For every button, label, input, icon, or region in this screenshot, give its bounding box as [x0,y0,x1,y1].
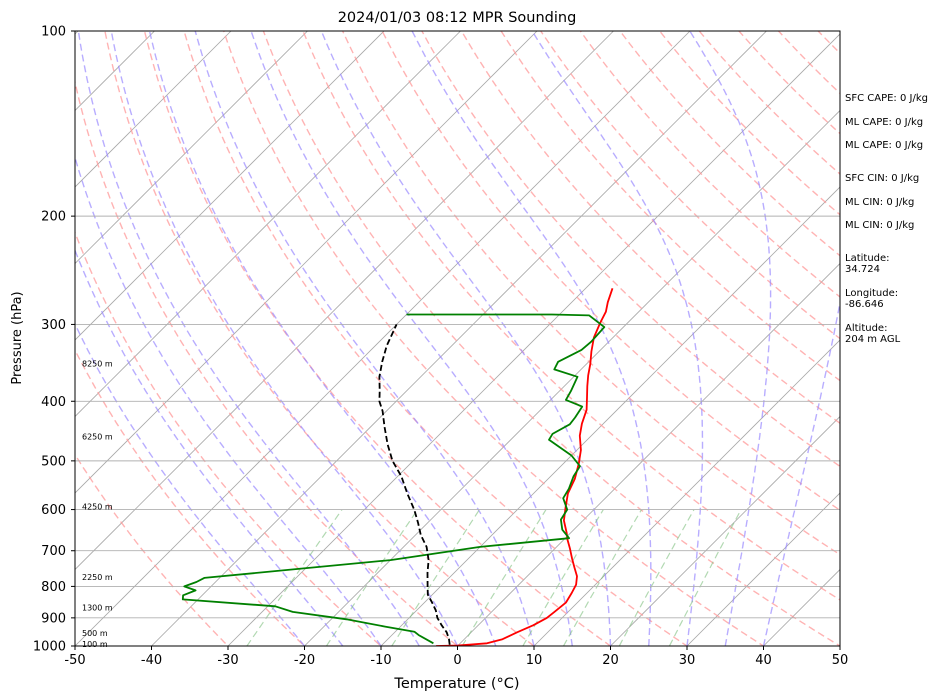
x-tick-label: 30 [679,653,696,668]
moist-adiabat-line [689,31,772,646]
x-tick-label: 50 [832,653,849,668]
x-tick-label: 40 [755,653,772,668]
dry-adiabat-line [262,31,840,646]
y-axis-label: Pressure (hPa) [10,291,25,384]
x-axis-label: Temperature (°C) [393,676,519,692]
y-tick-label: 500 [41,454,66,469]
x-tick-label: -50 [64,653,85,668]
x-tick-label: 10 [526,653,543,668]
moist-adiabat-line [411,31,652,646]
moist-adiabat-line [148,31,497,646]
isotherm-line [303,109,840,646]
dry-adiabat-line [104,31,536,646]
x-tick-label: -10 [370,653,391,668]
isotherm-line [75,31,156,112]
x-tick-label: -40 [141,653,162,668]
isotherm-line [227,33,840,646]
y-tick-label: 400 [41,395,66,410]
plot-frame [74,30,841,647]
isotherm-line [150,31,768,646]
cape-ml-1: ML CAPE: 0 J/kg [845,117,924,128]
y-tick-label: 700 [41,544,66,559]
longitude-readout: Longitude: -86.646 [845,288,899,310]
isotherm-line [380,186,840,646]
dry-adiabat-line [75,348,306,646]
mixing-ratio-line [391,509,481,646]
height-label: 8250 m [82,359,113,368]
moist-adiabat-line [194,31,535,646]
moist-adiabat-line [762,299,840,646]
isotherm-line [456,262,840,646]
moist-adiabat-line [77,31,420,646]
dry-adiabat-line [75,453,229,646]
x-tick-label: 20 [602,653,619,668]
cin-sfc: SFC CIN: 0 J/kg [845,173,920,184]
isotherm-line [75,31,691,646]
height-label: 4250 m [82,502,113,511]
dry-adiabat-line [183,31,689,646]
height-label: 100 m [82,640,108,649]
y-tick-label: 200 [41,210,66,225]
height-label: 6250 m [82,432,113,441]
height-label: 1300 m [82,603,113,612]
isotherm-line [75,31,462,418]
isotherm-line [75,31,309,265]
y-tick-label: 600 [41,503,66,518]
height-label: 500 m [82,629,108,638]
isotherm-line [75,31,538,494]
dry-adiabat-line [222,31,765,646]
isotherm-line [75,31,615,571]
isotherm-line [75,31,232,188]
y-tick-label: 1000 [33,640,66,655]
moist-adiabat-line [110,31,459,646]
dry-adiabat-line [75,79,459,646]
x-tick-label: -30 [217,653,238,668]
y-tick-label: 100 [41,25,66,40]
x-tick-label: -20 [294,653,315,668]
height-label: 2250 m [82,573,113,582]
moist-adiabat-line [75,155,382,646]
mixing-ratio-line [246,509,343,646]
isotherm-line [903,17,947,659]
cin-ml-2: ML CIN: 0 J/kg [845,220,915,231]
latitude-readout: Latitude: 34.724 [845,253,890,275]
dry-adiabat-line [500,31,840,382]
cin-ml-1: ML CIN: 0 J/kg [845,197,915,208]
mixing-ratio-line [325,509,419,646]
dry-adiabat-line [302,31,840,601]
isotherm-line [686,492,840,646]
y-tick-label: 800 [41,580,66,595]
isotherm-line [75,31,385,341]
y-tick-label: 900 [41,611,66,626]
series-parcel-line [378,324,451,645]
moist-adiabat-line [250,31,573,646]
cape-sfc: SFC CAPE: 0 J/kg [845,93,928,104]
mixing-ratio-line [668,509,742,646]
isotherm-line [609,415,840,646]
dry-adiabat-line [75,230,383,646]
moist-adiabat-line [75,322,306,646]
cape-ml-2: ML CAPE: 0 J/kg [845,140,924,151]
series-dewpoint-line [181,313,606,645]
moist-adiabat-line [531,31,704,646]
chart-title: 2024/01/03 08:12 MPR Sounding [338,10,577,26]
moist-adiabat-line [75,248,344,646]
dry-adiabat-line [539,31,840,340]
altitude-readout: Altitude: 204 m AGL [845,323,901,345]
dry-adiabat-line [143,31,612,646]
y-tick-label: 300 [41,318,66,333]
x-tick-label: 0 [453,653,461,668]
